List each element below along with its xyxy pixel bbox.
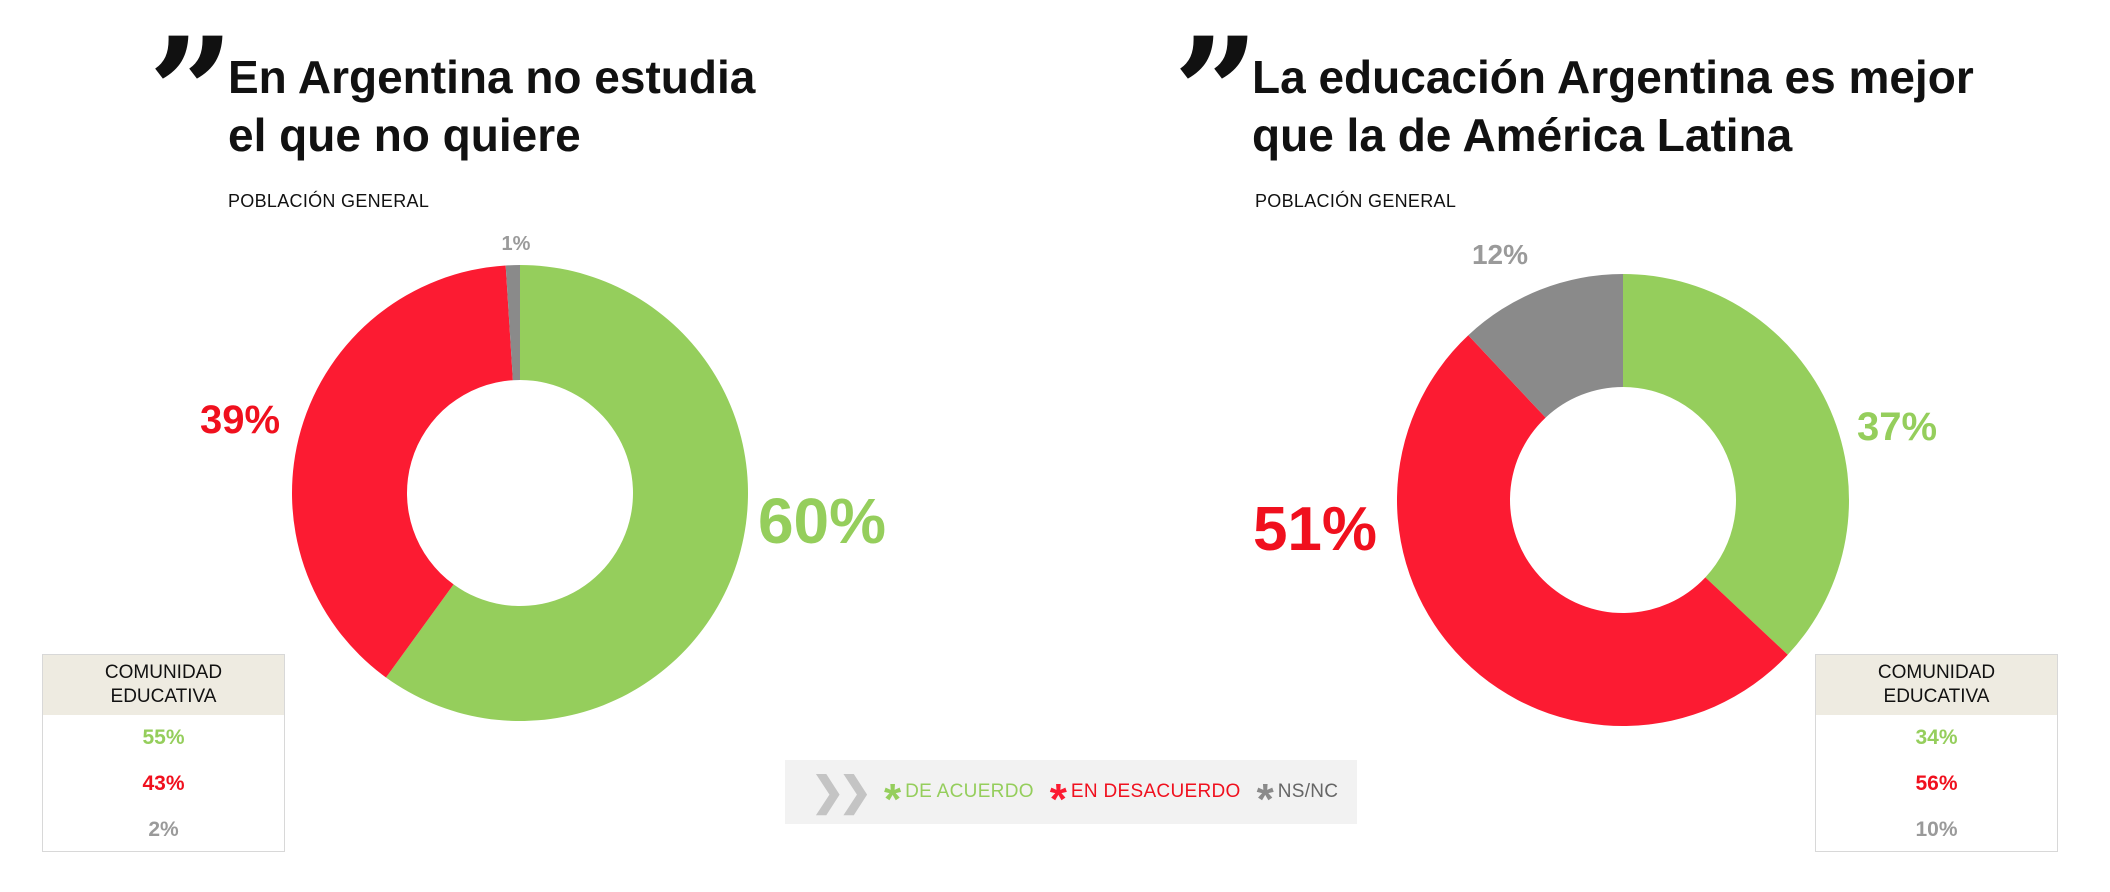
side-box-header: COMUNIDAD EDUCATIVA [1816, 655, 2057, 715]
donut-slice-disagree [292, 265, 513, 678]
donut-slice-nsnc [1468, 274, 1623, 418]
legend-item-agree: * DE ACUERDO [884, 770, 1034, 822]
legend-label: NS/NC [1277, 781, 1339, 802]
asterisk-icon: * [884, 775, 902, 824]
quote-mark-icon: ” [1173, 5, 1260, 181]
legend-label: DE ACUERDO [905, 781, 1034, 802]
slice-label-nsnc: 1% [502, 233, 531, 255]
donut-chart: 37% 51% 12% [1253, 239, 1937, 727]
slice-label-disagree: 51% [1253, 495, 1377, 564]
chart-title: En Argentina no estudia el que no quiere [228, 51, 756, 161]
side-box-agree-value: 55% [142, 726, 185, 749]
quote-mark-icon: ” [148, 5, 235, 181]
side-box-nsnc-value: 2% [148, 818, 179, 841]
side-box-disagree-value: 43% [142, 772, 185, 795]
donut-slice-disagree [1396, 335, 1788, 727]
slice-label-agree: 60% [758, 485, 886, 557]
chart-title: La educación Argentina es mejor que la d… [1252, 51, 1974, 161]
slice-label-disagree: 39% [200, 398, 280, 442]
legend-label: EN DESACUERDO [1070, 781, 1241, 802]
donut-chart: 60% 39% 1% [200, 233, 886, 721]
donut-slice-agree [1623, 274, 1849, 655]
side-box-header: COMUNIDAD EDUCATIVA [43, 655, 284, 715]
side-box-nsnc-value: 10% [1915, 818, 1958, 841]
chevron-right-icon: ❯❯ [811, 770, 872, 814]
chart-subtitle: POBLACIÓN GENERAL [1255, 191, 1457, 211]
legend: ❯❯ * DE ACUERDO * EN DESACUERDO * NS/NC [785, 760, 1357, 824]
asterisk-icon: * [1256, 775, 1274, 824]
side-box-agree-value: 34% [1915, 726, 1958, 749]
donut-slice-nsnc [505, 265, 520, 381]
comunidad-educativa-box: COMUNIDAD EDUCATIVA 34% 56% 10% [1815, 654, 2058, 852]
side-box-disagree-value: 56% [1915, 772, 1958, 795]
legend-item-disagree: * EN DESACUERDO [1050, 770, 1241, 822]
chart-subtitle: POBLACIÓN GENERAL [228, 191, 430, 211]
asterisk-icon: * [1049, 775, 1067, 824]
legend-item-nsnc: * NS/NC [1257, 770, 1339, 822]
slice-label-nsnc: 12% [1472, 239, 1528, 270]
comunidad-educativa-box: COMUNIDAD EDUCATIVA 55% 43% 2% [42, 654, 285, 852]
slice-label-agree: 37% [1857, 405, 1937, 449]
chart-panel-right: ” La educación Argentina es mejor que la… [1025, 0, 2058, 892]
donut-slice-agree [385, 265, 748, 721]
chart-panel-left: ” En Argentina no estudia el que no quie… [0, 0, 1000, 892]
